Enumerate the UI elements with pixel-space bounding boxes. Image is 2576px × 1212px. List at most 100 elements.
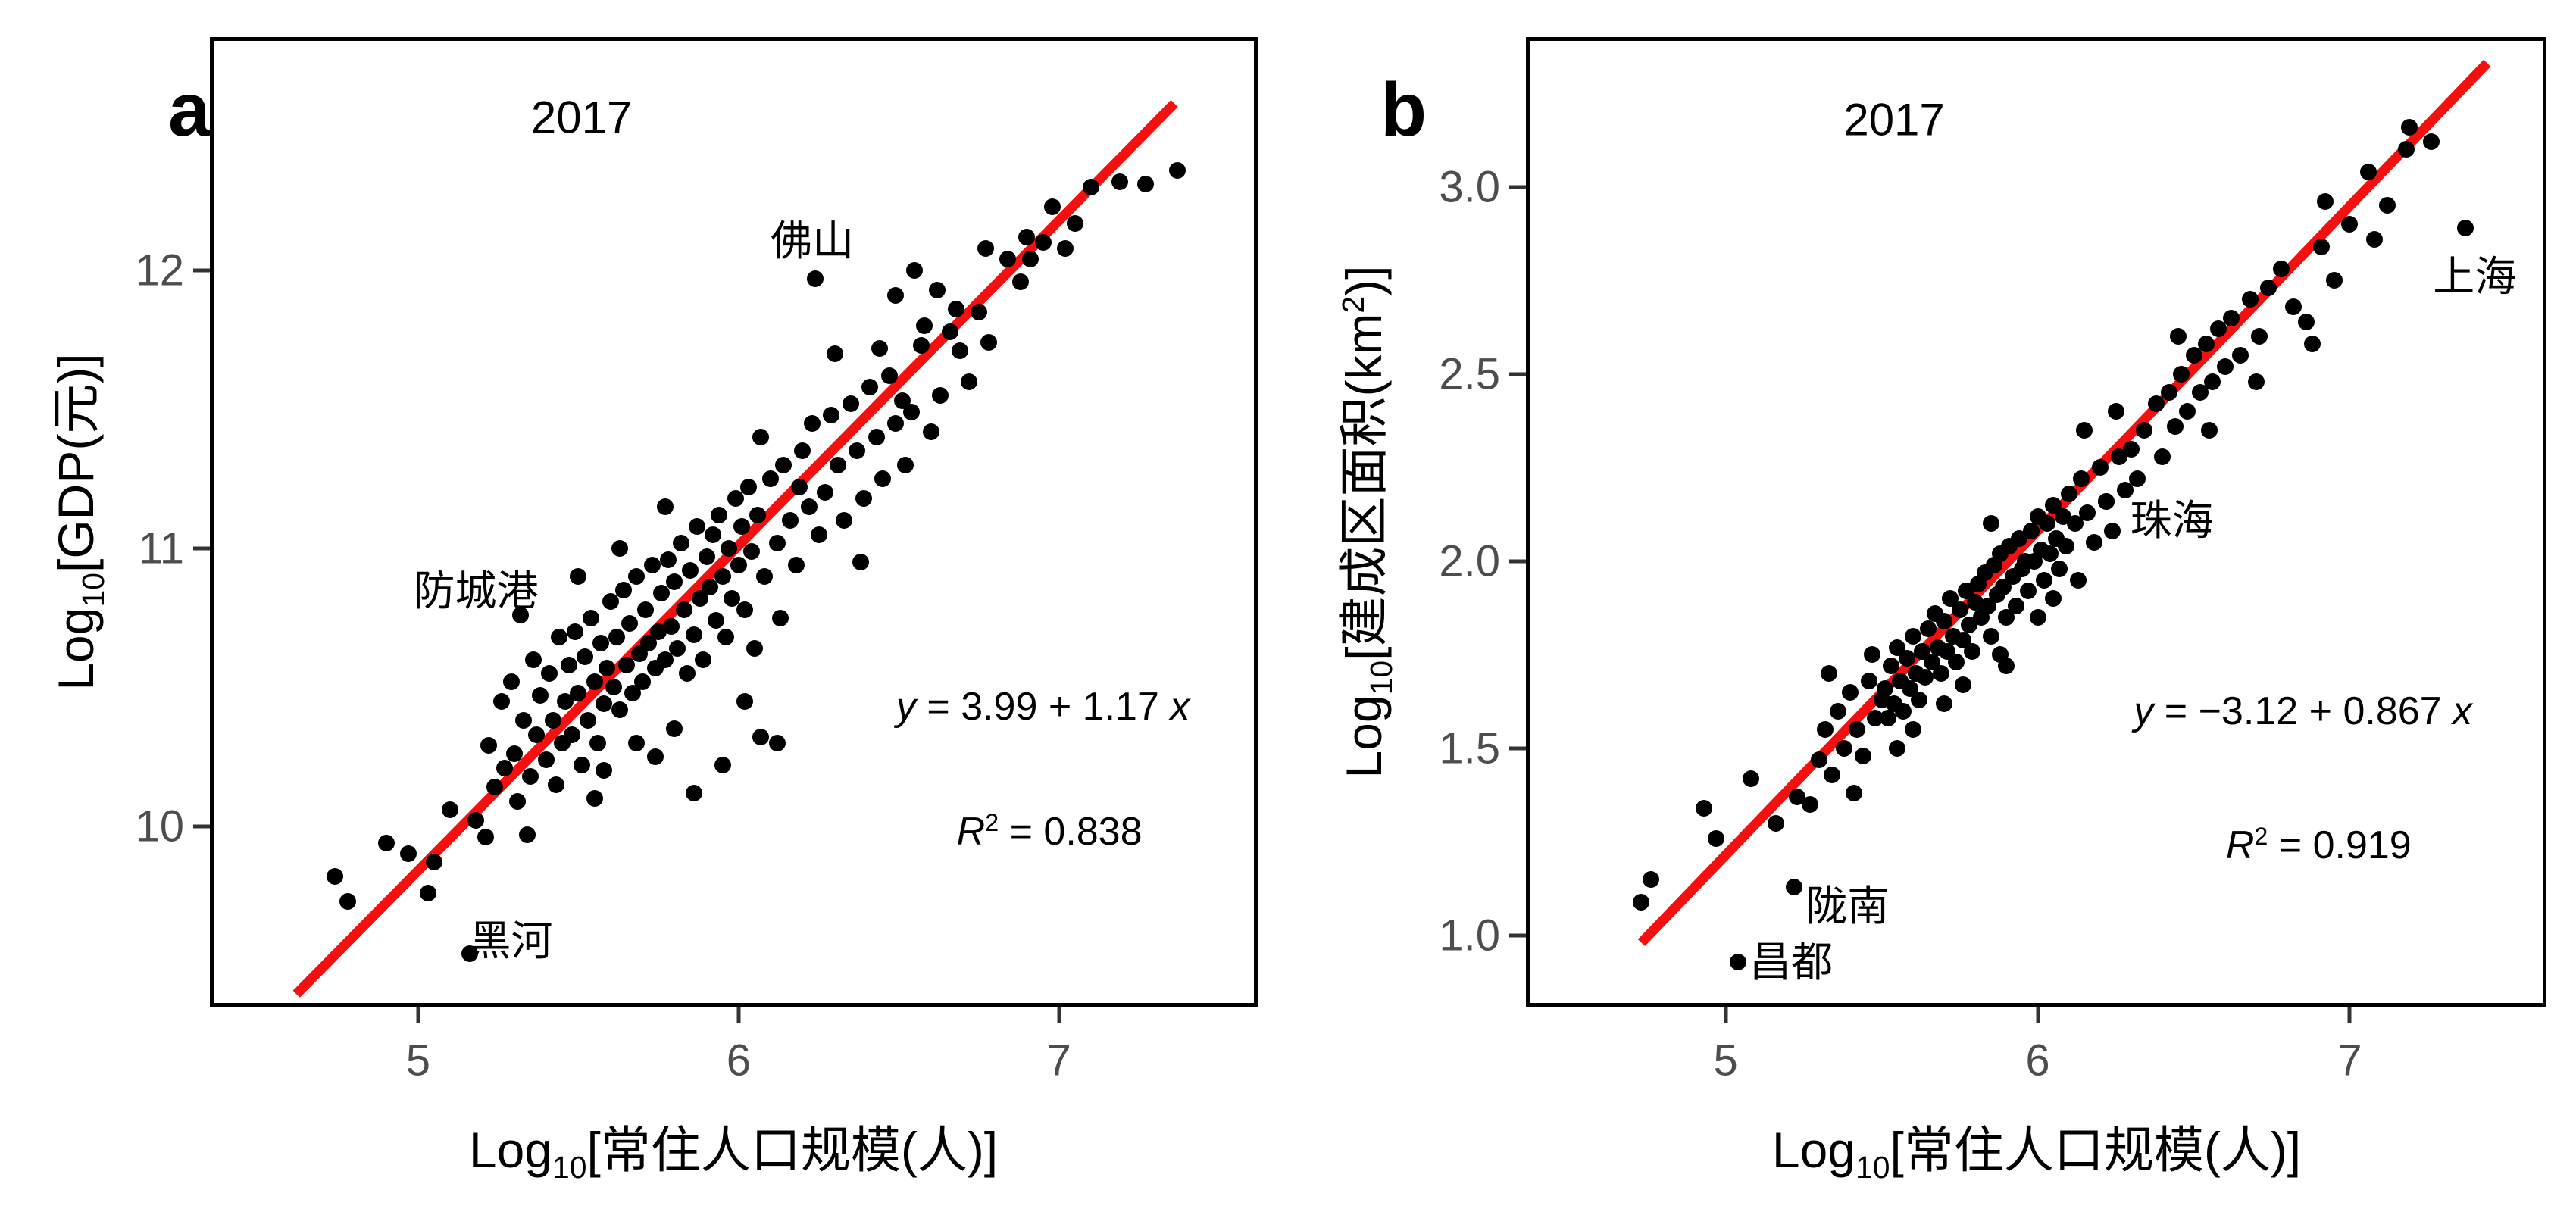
scatter-point bbox=[951, 342, 968, 360]
scatter-point bbox=[2313, 238, 2331, 255]
scatter-point bbox=[1057, 239, 1074, 257]
scatter-point bbox=[794, 442, 811, 460]
scatter-point bbox=[643, 556, 661, 573]
scatter-point bbox=[999, 251, 1017, 268]
scatter-point bbox=[775, 456, 792, 473]
scatter-point bbox=[580, 712, 597, 729]
scatter-point bbox=[698, 548, 715, 565]
scatter-point bbox=[2304, 336, 2321, 353]
scatter-point bbox=[502, 673, 520, 690]
scatter-point bbox=[874, 470, 892, 488]
scatter-point bbox=[570, 684, 587, 701]
panel-b-r-squared: R2 = 0.919 bbox=[2226, 823, 2412, 868]
scatter-point bbox=[896, 456, 914, 473]
scatter-point bbox=[627, 567, 645, 585]
scatter-point bbox=[2191, 384, 2209, 401]
scatter-point bbox=[1845, 785, 1862, 802]
scatter-point bbox=[586, 673, 603, 690]
scatter-point bbox=[746, 639, 763, 657]
scatter-point bbox=[2051, 560, 2068, 577]
scatter-point bbox=[2029, 609, 2046, 626]
scatter-point bbox=[1111, 173, 1129, 190]
city-label-上海: 上海 bbox=[2433, 254, 2517, 301]
scatter-point bbox=[477, 829, 494, 846]
scatter-point bbox=[721, 539, 738, 557]
scatter-point bbox=[929, 281, 946, 298]
r2-b-R: R bbox=[2225, 823, 2255, 868]
scatter-point bbox=[1998, 658, 2015, 675]
scatter-point bbox=[1066, 214, 1083, 232]
scatter-point bbox=[515, 712, 533, 729]
scatter-point bbox=[2135, 421, 2152, 439]
scatter-point bbox=[2173, 365, 2190, 383]
x-axis-tick-label: 7 bbox=[2337, 1036, 2362, 1085]
scatter-point bbox=[852, 554, 869, 571]
x-axis-tick bbox=[1057, 1007, 1061, 1023]
scatter-point bbox=[736, 601, 754, 618]
scatter-point bbox=[596, 695, 613, 713]
scatter-point bbox=[2341, 216, 2359, 233]
scatter-point bbox=[1935, 612, 1952, 629]
scatter-point bbox=[666, 720, 683, 738]
scatter-point bbox=[2066, 515, 2084, 533]
scatter-point bbox=[621, 614, 639, 632]
regression-line bbox=[1637, 59, 2491, 947]
scatter-point bbox=[2020, 583, 2037, 600]
scatter-point bbox=[611, 539, 629, 557]
scatter-point bbox=[1964, 642, 1981, 660]
scatter-point bbox=[977, 239, 994, 257]
scatter-point bbox=[538, 751, 555, 768]
scatter-point bbox=[887, 414, 905, 432]
eq-a-x: x bbox=[1170, 684, 1190, 729]
scatter-point bbox=[1998, 609, 2015, 626]
scatter-point bbox=[717, 629, 734, 646]
scatter-point bbox=[653, 584, 671, 601]
scatter-point bbox=[692, 589, 709, 607]
scatter-point bbox=[2169, 328, 2187, 345]
scatter-point bbox=[1882, 658, 1899, 675]
x-axis-tick-label: 7 bbox=[1046, 1036, 1071, 1085]
scatter-point bbox=[528, 726, 546, 743]
scatter-point bbox=[400, 845, 417, 863]
scatter-point bbox=[633, 673, 651, 690]
scatter-point bbox=[1982, 627, 1999, 645]
scatter-point bbox=[1861, 673, 1878, 690]
y-axis-tick-label: 10 bbox=[135, 801, 184, 851]
y-axis-tick-label: 1.5 bbox=[1439, 723, 1500, 773]
scatter-point-珠海 bbox=[2098, 492, 2115, 510]
r2-b-value: = 0.919 bbox=[2268, 823, 2412, 868]
scatter-point bbox=[1012, 273, 1030, 290]
panel-a-regression-equation: y = 3.99 + 1.17 x bbox=[896, 684, 1190, 729]
scatter-point bbox=[1836, 739, 1853, 757]
scatter-point bbox=[688, 517, 705, 535]
scatter-point bbox=[521, 767, 539, 785]
scatter-point bbox=[2085, 534, 2102, 551]
scatter-point bbox=[1642, 870, 1659, 888]
scatter-point bbox=[791, 479, 808, 496]
scatter-point bbox=[2222, 309, 2240, 326]
scatter-point bbox=[599, 659, 616, 676]
y-axis-tick-label: 1.0 bbox=[1439, 911, 1500, 961]
scatter-point bbox=[2038, 515, 2055, 533]
eq-b-body: = −3.12 + 0.867 bbox=[2153, 689, 2453, 733]
scatter-point bbox=[2201, 421, 2218, 439]
scatter-point bbox=[861, 379, 879, 396]
scatter-point bbox=[2045, 590, 2062, 608]
scatter-point bbox=[2023, 523, 2040, 540]
scatter-point bbox=[682, 562, 699, 579]
scatter-point bbox=[1895, 702, 1912, 720]
eq-b-y: y bbox=[2134, 689, 2154, 733]
scatter-point bbox=[656, 651, 674, 668]
city-label-防城港: 防城港 bbox=[413, 568, 539, 615]
city-label-佛山: 佛山 bbox=[771, 218, 855, 265]
eq-b-x: x bbox=[2453, 689, 2473, 733]
scatter-point bbox=[705, 526, 721, 543]
scatter-point bbox=[1842, 683, 1859, 701]
scatter-point bbox=[2210, 320, 2227, 338]
panel-a-plot-area bbox=[210, 37, 1258, 1007]
scatter-point bbox=[326, 867, 343, 885]
scatter-point bbox=[2247, 373, 2265, 390]
scatter-point bbox=[1982, 515, 1999, 533]
scatter-point bbox=[1932, 665, 1949, 683]
scatter-point bbox=[980, 334, 997, 351]
